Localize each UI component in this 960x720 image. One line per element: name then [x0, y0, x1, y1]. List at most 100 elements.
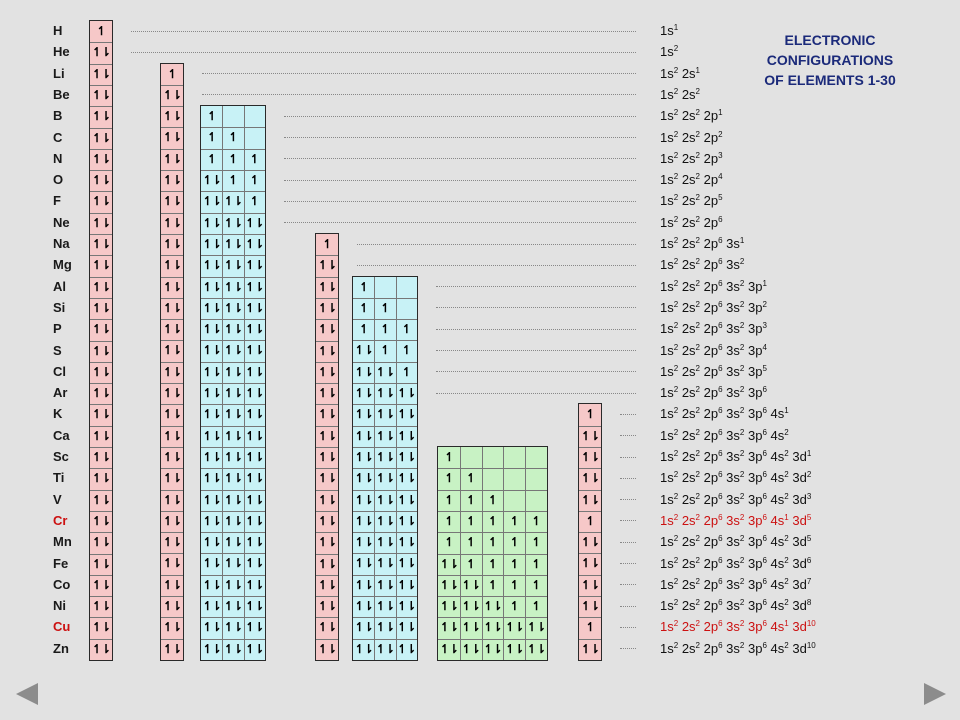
grid-line: [353, 340, 417, 342]
orbital-cell: ↿: [228, 151, 238, 166]
orbital-cell: ↿: [444, 450, 454, 464]
electron-count: 6: [718, 449, 723, 458]
orbital-cell: ↿: [509, 513, 520, 528]
electron-count: 2: [695, 108, 700, 118]
orbital-cell: ↿⇂: [397, 428, 416, 443]
orbital-cell: ↿: [444, 513, 454, 528]
orbital-cell: ↿⇂: [354, 513, 374, 528]
orbital-cell: ↿⇂: [223, 236, 243, 251]
orbital-cell: ↿⇂: [483, 620, 502, 635]
electron-count: 2: [695, 193, 700, 203]
orbital-cell: ↿⇂: [461, 577, 481, 592]
orbital-cell: ↿⇂: [375, 407, 395, 422]
element-symbol: V: [53, 491, 62, 507]
electron-count: 2: [718, 129, 723, 139]
orbital-cell: ↿⇂: [162, 236, 182, 251]
grid-line: [90, 638, 112, 640]
electron-count: 2: [695, 86, 700, 96]
orbital-cell: ↿⇂: [202, 428, 222, 443]
electron-count: 6: [718, 406, 723, 416]
electron-count: 5: [762, 363, 767, 373]
element-symbol: Fe: [53, 555, 69, 571]
orbital-column-3p: ↿ ↿ ↿ ↿ ↿ ↿ ↿⇂ ↿ ↿ ↿⇂ ↿⇂ ↿ ↿⇂ ↿⇂ ↿⇂ ↿⇂ ↿⇂ ↿⇂ ↿⇂ ↿⇂ ↿⇂ ↿⇂ ↿⇂ ↿⇂ ↿…: [352, 275, 418, 661]
electron-count: 6: [806, 555, 812, 565]
grid-line: [90, 170, 112, 172]
orbital-cell: ↿: [228, 173, 238, 188]
dotted-leader: [620, 605, 636, 607]
electron-count: 2: [739, 470, 745, 480]
orbital-term: 2s2: [681, 512, 700, 528]
electron-count: 2: [784, 491, 789, 501]
orbital-cell: ↿⇂: [162, 87, 182, 102]
orbital-term: 2s2: [681, 108, 700, 124]
electron-count: 2: [673, 321, 679, 331]
grid-line: [579, 446, 601, 448]
electron-count: 6: [718, 598, 723, 608]
prev-button[interactable]: [14, 681, 40, 707]
orbital-cell: ↿⇂: [245, 513, 264, 528]
orbital-term: 3s2: [726, 640, 745, 656]
electron-count: 2: [739, 619, 745, 629]
orbital-cell: ↿⇂: [580, 641, 600, 656]
orbital-term: 2s2: [681, 172, 700, 188]
orbital-cell: ↿⇂: [317, 258, 337, 273]
electron-count: 2: [739, 363, 745, 373]
electron-count: 2: [673, 44, 679, 54]
orbital-term: 3p3: [747, 321, 767, 337]
orbital-cell: ↿⇂: [223, 535, 243, 550]
orbital-cell: ↿⇂: [202, 386, 222, 401]
orbital-term: 1s2: [660, 534, 679, 550]
electron-count: 3: [718, 150, 723, 160]
orbital-cell: ↿⇂: [91, 641, 111, 656]
element-symbol: K: [53, 406, 63, 422]
electron-count: 2: [673, 598, 679, 608]
grid-line: [201, 233, 265, 235]
grid-line: [201, 383, 265, 385]
orbital-cell: ↿⇂: [354, 386, 374, 401]
grid-line: [201, 212, 265, 214]
grid-line: [90, 425, 112, 427]
orbital-term: 2s2: [681, 598, 700, 614]
orbital-cell: ↿⇂: [91, 130, 111, 145]
grid-line: [353, 638, 417, 640]
orbital-cell: ↿: [466, 492, 476, 507]
orbital-cell: ↿⇂: [91, 535, 111, 550]
orbital-cell: ↿⇂: [461, 620, 481, 635]
electron-count: 3: [762, 321, 767, 331]
orbital-cell: ↿⇂: [245, 322, 264, 337]
electron-configuration: 1s2 2s2 2p6 3s2 3p6 4s2: [660, 428, 789, 444]
electron-count: 2: [695, 406, 700, 416]
orbital-cell: ↿: [487, 577, 498, 592]
orbital-cell: ↿: [380, 343, 390, 358]
grid-line: [90, 532, 112, 534]
grid-line: [579, 574, 601, 576]
dotted-leader: [620, 456, 636, 458]
orbital-cell: ↿⇂: [245, 492, 264, 507]
orbital-term: 1s2: [660, 65, 679, 81]
orbital-cell: ↿⇂: [91, 66, 111, 81]
orbital-cell: ↿⇂: [223, 471, 243, 486]
electron-count: 2: [695, 236, 700, 245]
orbital-cell: ↿⇂: [375, 577, 395, 592]
electron-count: 2: [784, 555, 789, 565]
orbital-cell: ↿⇂: [245, 428, 264, 443]
orbital-cell: ↿⇂: [354, 577, 374, 592]
next-button[interactable]: [922, 681, 948, 707]
electron-count: 1: [784, 512, 789, 522]
electron-count: 2: [695, 385, 700, 395]
electron-count: 6: [718, 321, 723, 331]
dotted-leader: [283, 200, 636, 202]
grid-line: [438, 553, 547, 555]
orbital-cell: ↿⇂: [397, 449, 416, 464]
electron-count: 2: [739, 512, 745, 522]
orbital-cell: ↿⇂: [317, 599, 337, 614]
orbital-cell: ↿: [585, 407, 595, 422]
orbital-term: 3s2: [726, 427, 745, 443]
orbital-term: 1s2: [660, 363, 679, 379]
orbital-cell: ↿⇂: [91, 322, 111, 337]
orbital-cell: ↿: [531, 556, 542, 571]
orbital-cell: ↿⇂: [375, 556, 395, 571]
orbital-cell: ↿⇂: [354, 428, 374, 443]
orbital-term: 3p6: [747, 534, 767, 550]
electron-count: 6: [718, 512, 723, 522]
